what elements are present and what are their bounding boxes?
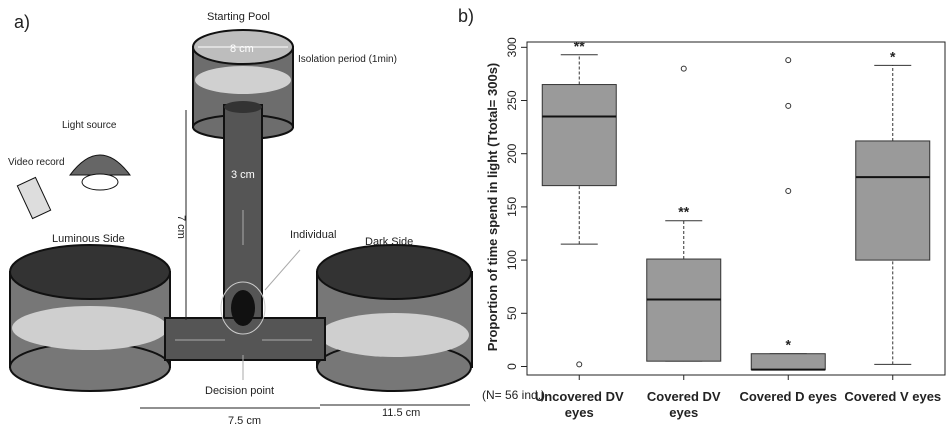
individual-mark [231,290,255,326]
panel-label: a) [14,12,30,32]
x-tick-label: Covered V eyes [844,389,942,404]
left-tank [9,244,171,392]
x-tick-label: Uncovered DV eyes [534,389,624,420]
individual-circle [220,281,266,335]
label: 3 cm [231,169,255,181]
box [541,84,617,187]
label: Starting Pool [207,11,270,23]
x-tick-label: Covered D eyes [739,389,838,404]
right-tank [316,244,473,392]
y-tick-label: 200 [505,143,519,163]
outlier [785,187,792,194]
y-tick-label: 150 [505,197,519,217]
y-tick-label: 100 [505,250,519,270]
tube-end [224,101,262,113]
camera [16,176,52,220]
pool-water [195,66,291,94]
annotation: * [890,48,896,64]
label: Isolation period (1min) [298,54,397,65]
label: 11.5 cm [382,407,420,419]
panel-label: b) [458,6,474,26]
label: Luminous Side [52,233,125,245]
annotation: * [786,337,792,353]
outlier [785,102,792,109]
label: 7.5 cm [228,415,261,427]
outlier [576,361,583,368]
lamp [68,154,132,176]
label: Dark Side [365,236,413,248]
arrow [264,249,301,291]
box [750,353,826,371]
label: Decision point [205,385,274,397]
annotation: ** [574,38,585,54]
box [855,140,931,261]
label: Video record [8,157,65,168]
box [646,258,722,362]
label: Individual [290,229,336,241]
y-tick-label: 250 [505,90,519,110]
plot-frame [526,41,946,376]
y-tick-label: 300 [505,37,519,57]
y-tick-label: 0 [505,363,519,370]
annotation: ** [678,204,689,220]
diagram: a) Starting Pool 8 cm Isolation period (… [8,11,473,427]
label: 7 cm [175,215,187,239]
bulb [81,173,119,191]
y-axis-title: Proportion of time spend in light (Ttota… [485,63,500,352]
label: 8 cm [230,43,254,55]
label: Light source [62,120,117,131]
sample-note: (N= 56 ind.) [482,388,545,402]
outlier [785,57,792,64]
outlier [680,65,687,72]
y-tick-label: 50 [505,306,519,320]
x-tick-label: Covered DV eyes [646,389,721,420]
